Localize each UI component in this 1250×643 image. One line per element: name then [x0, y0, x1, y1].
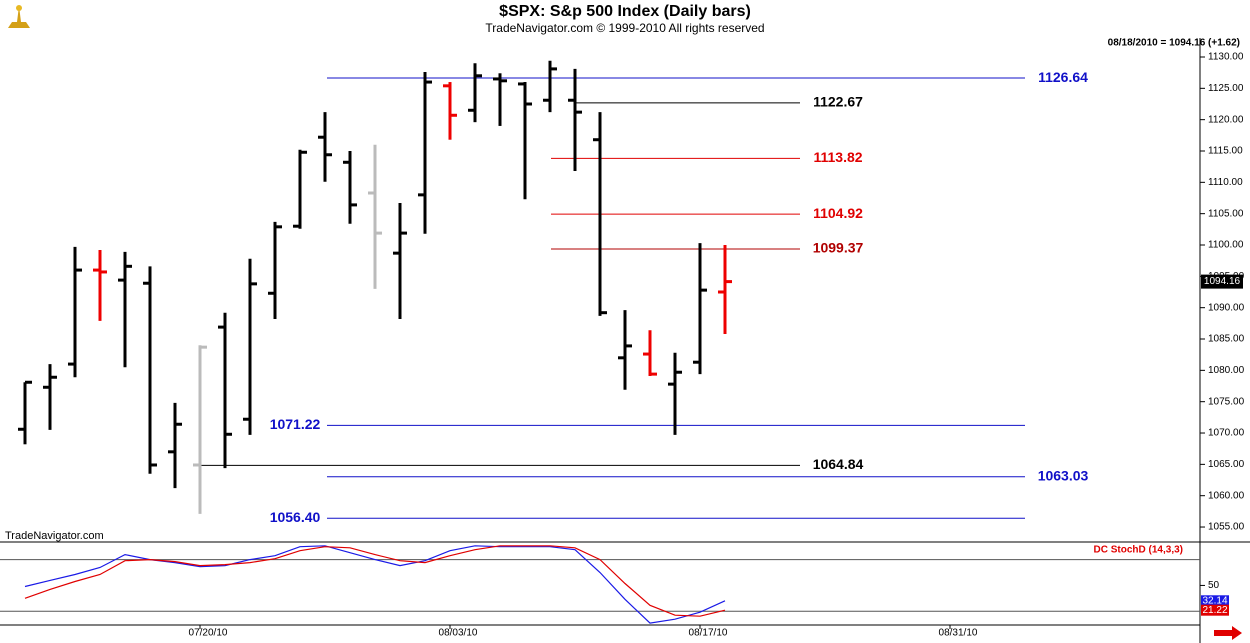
level-label: 1056.40	[270, 509, 321, 525]
last-info: 08/18/2010 = 1094.16 (+1.62)	[1108, 38, 1240, 49]
level-label: 1064.84	[813, 456, 864, 472]
last-price-box	[1201, 274, 1243, 289]
indicator-line	[24, 545, 726, 624]
value-label: 32.14	[1202, 595, 1227, 606]
logo	[8, 5, 30, 28]
y-tick-label: 1060.00	[1208, 490, 1245, 501]
chart-title: $SPX: S&p 500 Index (Daily bars)	[499, 3, 751, 20]
value-box	[1201, 604, 1229, 616]
value-box	[1201, 595, 1229, 607]
watermark: TradeNavigator.com	[5, 530, 104, 542]
y-tick-label: 1055.00	[1208, 522, 1245, 533]
y-tick-label: 1115.00	[1208, 146, 1243, 157]
y-tick-label: 1070.00	[1208, 428, 1245, 439]
y-tick-label: 1120.00	[1208, 114, 1244, 125]
level-label: 1122.67	[813, 94, 863, 110]
y-tick-label: 1065.00	[1208, 459, 1245, 470]
y-tick-label: 1090.00	[1208, 302, 1245, 313]
y-tick-label: 1080.00	[1208, 365, 1245, 376]
level-label: 1104.92	[813, 205, 863, 221]
level-label: 1063.03	[1038, 467, 1089, 483]
y-tick-label: 1100.00	[1208, 240, 1244, 251]
y-tick-label: 1075.00	[1208, 396, 1245, 407]
scroll-arrow[interactable]	[1214, 626, 1242, 640]
x-tick-label: 08/03/10	[439, 628, 478, 639]
indicator-title: DC StochD (14,3,3)	[1094, 545, 1183, 556]
x-tick-label: 07/20/10	[189, 628, 228, 639]
value-label: 21.22	[1202, 605, 1227, 616]
x-tick-label: 08/31/10	[939, 628, 978, 639]
x-tick-label: 08/17/10	[689, 628, 728, 639]
chart-subtitle: TradeNavigator.com © 1999-2010 All right…	[485, 21, 764, 35]
y-tick-label: 1130.00	[1208, 52, 1244, 63]
last-price-label: 1094.16	[1204, 276, 1241, 287]
level-label: 1071.22	[270, 416, 321, 432]
y-tick-label: 1105.00	[1208, 208, 1244, 219]
y-tick-label: 50	[1208, 580, 1220, 591]
y-tick-label: 1085.00	[1208, 334, 1245, 345]
y-tick-label: 1125.00	[1208, 83, 1244, 94]
level-label: 1126.64	[1038, 69, 1088, 85]
indicator-line	[24, 545, 726, 617]
level-label: 1099.37	[813, 240, 864, 256]
y-tick-label: 1110.00	[1208, 177, 1243, 188]
level-label: 1113.82	[813, 149, 862, 165]
